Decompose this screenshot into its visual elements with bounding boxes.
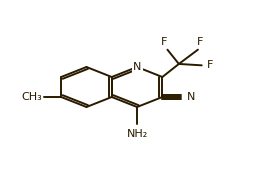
Text: F: F — [207, 60, 214, 70]
Text: CH₃: CH₃ — [21, 92, 42, 102]
Text: F: F — [197, 37, 203, 47]
Text: NH₂: NH₂ — [126, 129, 148, 139]
Text: N: N — [187, 92, 195, 102]
Text: F: F — [161, 37, 168, 47]
Text: N: N — [133, 62, 141, 72]
